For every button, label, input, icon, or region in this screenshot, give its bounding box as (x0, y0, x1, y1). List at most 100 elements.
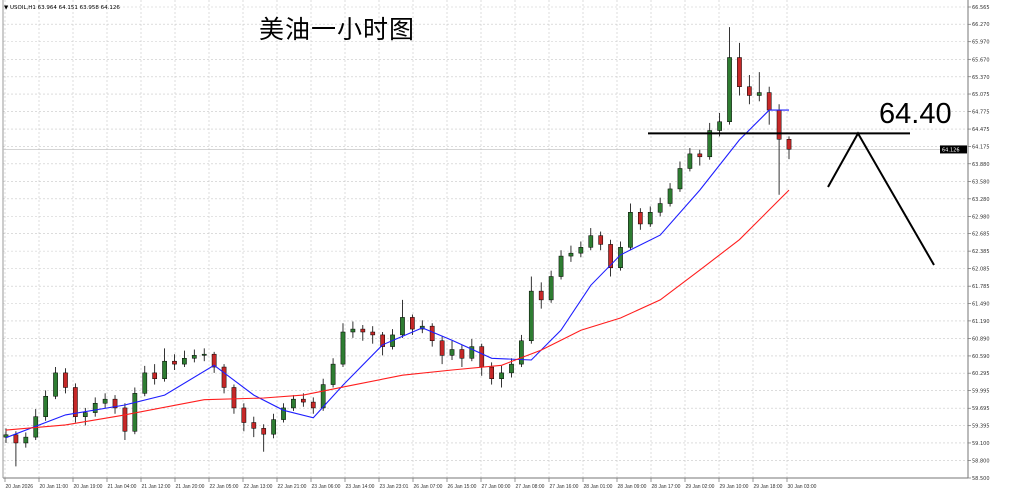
candle-bear (172, 360, 177, 365)
price-tick-label: 61.190 (972, 319, 990, 325)
moving-average-fast (5, 109, 789, 439)
time-tick-label: 20 Jan 19:00 (74, 484, 103, 490)
candle-bull (340, 331, 346, 365)
time-tick-label: 28 Jan 09:00 (618, 484, 647, 490)
candle-bear (380, 334, 385, 347)
candle-bear (122, 407, 128, 432)
candle-bear (737, 57, 742, 87)
candle-bear (152, 372, 158, 379)
time-tick-label: 21 Jan 12:00 (142, 484, 171, 490)
price-tick-label: 64.475 (972, 127, 990, 133)
candle-bull (647, 212, 653, 225)
price-tick-label: 59.995 (972, 389, 990, 395)
price-tick-label: 62.085 (972, 267, 990, 273)
candle-bear (538, 290, 544, 301)
time-tick-label: 30 Jan 03:00 (788, 484, 817, 490)
price-tick-label: 58.500 (972, 476, 990, 482)
price-tick-label: 65.370 (972, 75, 990, 81)
candle-bull (350, 328, 356, 333)
candle-bear (221, 366, 227, 388)
candle-bull (568, 252, 574, 257)
time-tick-label: 26 Jan 15:00 (448, 484, 477, 490)
price-tick-label: 65.970 (972, 40, 990, 46)
candle-bear (776, 109, 782, 140)
time-tick-label: 20 Jan 2026 (6, 484, 34, 490)
plot-area (3, 0, 968, 478)
candle-bull (92, 402, 98, 413)
price-tick-label: 60.295 (972, 371, 990, 377)
candle-bull (677, 168, 683, 190)
candle-bull (53, 372, 58, 397)
time-tick-label: 28 Jan 01:00 (584, 484, 613, 490)
candle-bull (519, 340, 524, 365)
time-tick-label: 22 Jan 05:00 (210, 484, 239, 490)
time-tick-label: 27 Jan 00:00 (482, 484, 511, 490)
time-tick-label: 21 Jan 20:00 (176, 484, 205, 490)
candle-bear (489, 366, 495, 379)
time-tick-label: 27 Jan 08:00 (516, 484, 545, 490)
candle-bull (618, 247, 623, 269)
price-tick-label: 58.800 (972, 458, 990, 464)
price-tick-label: 62.980 (972, 214, 990, 220)
price-tick-label: 61.785 (972, 284, 990, 290)
candle-bull (588, 235, 594, 248)
candle-bear (598, 235, 604, 245)
candle-bear (63, 372, 68, 388)
candle-bull (291, 398, 296, 409)
candle-bull (528, 290, 534, 342)
projection-zigzag-line (827, 131, 935, 266)
candle-bear (697, 153, 703, 158)
candle-bull (281, 407, 286, 420)
price-tick-label: 62.385 (972, 249, 990, 255)
candle-bull (43, 395, 48, 417)
dropdown-triangle-icon[interactable]: ▼ (4, 5, 9, 11)
time-tick-label: 23 Jan 06:00 (312, 484, 341, 490)
candle-bear (310, 401, 316, 409)
candle-bear (300, 398, 306, 403)
candle-bear (747, 86, 752, 96)
candle-bull (449, 349, 455, 356)
price-tick-label: 63.880 (972, 162, 990, 168)
candle-bull (320, 384, 326, 409)
current-price-tag (940, 145, 967, 154)
candle-bear (112, 398, 118, 409)
candle-bull (628, 212, 633, 248)
symbol-label: USOIL,H1 (9, 5, 36, 11)
time-tick-label: 29 Jan 02:00 (686, 484, 715, 490)
candle-bull (509, 363, 514, 374)
price-tick-label: 61.490 (972, 301, 990, 307)
candle-bull (499, 372, 504, 379)
candle-bull (657, 203, 663, 213)
price-tick-label: 65.670 (972, 57, 990, 63)
time-tick-label: 27 Jan 16:00 (550, 484, 579, 490)
candle-bull (717, 121, 722, 131)
time-tick-label: 29 Jan 18:00 (754, 484, 783, 490)
candle-bear (459, 349, 465, 359)
candle-bull (727, 57, 732, 123)
candle-bear (429, 325, 435, 342)
price-tick-label: 65.075 (972, 92, 990, 98)
candle-bull (102, 398, 108, 404)
candle-bear (251, 422, 257, 429)
candle-bull (578, 247, 584, 254)
candle-bull (82, 412, 88, 417)
candle-bear (241, 407, 247, 423)
price-tick-label: 59.695 (972, 406, 990, 412)
candle-bull (271, 419, 276, 435)
candle-bull (469, 346, 475, 359)
candle-bull (142, 372, 148, 394)
candle-bear (608, 244, 613, 269)
candle-bull (400, 317, 405, 336)
time-tick-label: 23 Jan 14:00 (346, 484, 375, 490)
candle-bear (261, 428, 267, 435)
candle-bear (370, 331, 376, 336)
candle-bear (637, 212, 643, 225)
candle-bull (707, 130, 713, 158)
price-tick-label: 60.590 (972, 354, 990, 360)
candle-bear (766, 92, 772, 111)
candle-bear (360, 328, 366, 333)
candle-bull (191, 355, 197, 359)
candle-bull (548, 276, 554, 301)
price-tick-label: 59.100 (972, 441, 990, 447)
